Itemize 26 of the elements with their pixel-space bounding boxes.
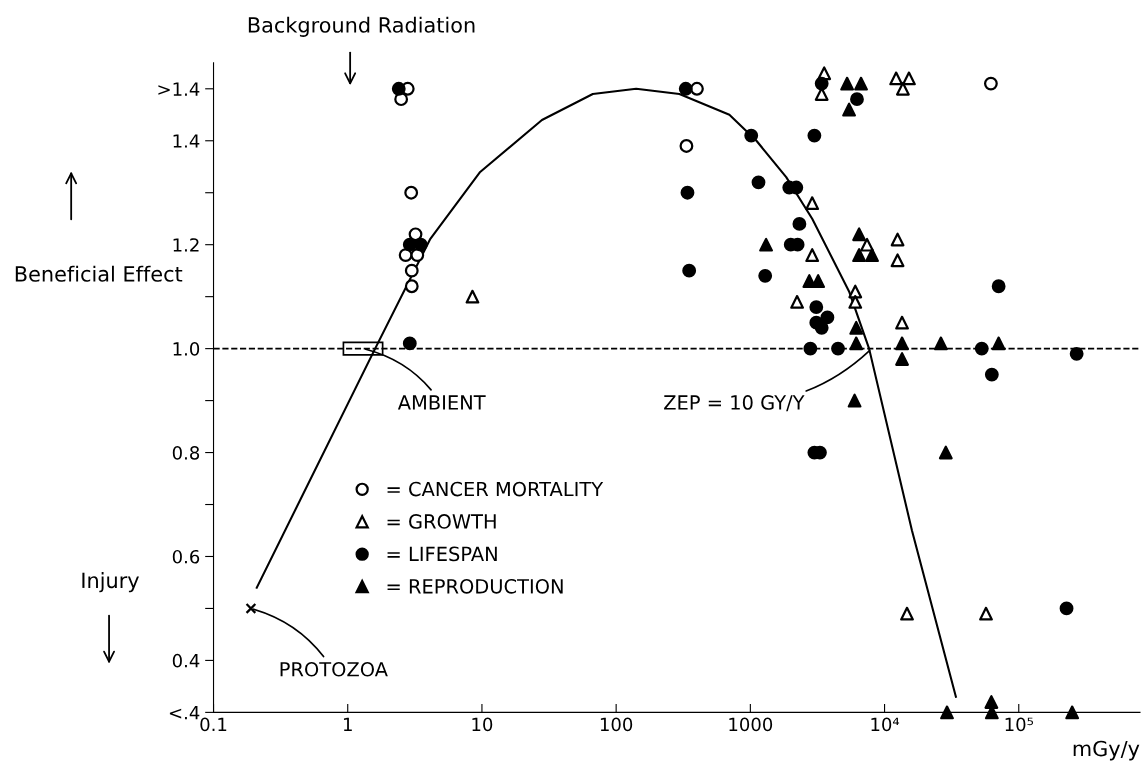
legend-label: = LIFESPAN — [387, 546, 497, 562]
legend-label: = GROWTH — [387, 514, 496, 529]
x-tick-label: 1000 — [729, 717, 773, 732]
y-tick-label: 0.6 — [172, 549, 200, 564]
y-tick-label: <.4 — [169, 706, 200, 720]
text: Beneficial Effect — [15, 265, 183, 282]
x-tick-label: 1 — [343, 717, 352, 731]
annotation: PROTOZOA — [280, 661, 388, 677]
x-tick-label: 10⁴ — [871, 717, 900, 732]
legend-label: = CANCER MORTALITY — [387, 481, 604, 497]
x-tick-label: 10 — [472, 717, 493, 732]
y-tick-label: 1.0 — [173, 342, 200, 356]
text: Injury — [82, 572, 139, 593]
y-tick-label: 1.2 — [173, 238, 199, 252]
x-tick-label: 0.1 — [200, 717, 227, 732]
legend-label: = REPRODUCTION — [387, 578, 563, 594]
annotation: AMBIENT — [397, 395, 486, 410]
y-tick-label: 0.4 — [172, 653, 200, 668]
y-tick-label: 0.8 — [172, 446, 200, 460]
y-tick-label: >1.4 — [158, 82, 200, 96]
x-tick-label: 10⁵ — [1005, 717, 1033, 732]
x-axis-title: mGy/y — [1073, 740, 1140, 761]
x-tick-label: 100 — [600, 717, 633, 732]
annotation: ZEP = 10 GY/Y — [664, 395, 805, 412]
y-tick-label: 1.4 — [173, 134, 200, 148]
text: Background Radiation — [248, 16, 475, 37]
